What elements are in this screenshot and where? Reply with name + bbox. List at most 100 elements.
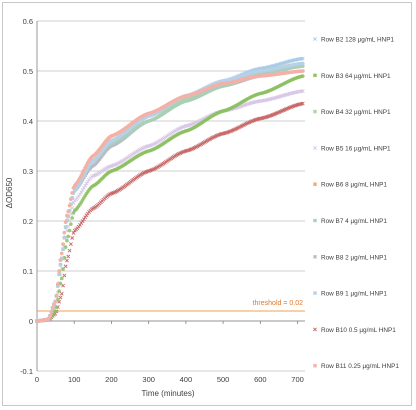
- legend-item: Row B9 1 µg/mL HNP1: [313, 291, 387, 298]
- data-point: [63, 220, 68, 224]
- y-tick-label: 0.6: [23, 17, 33, 26]
- data-point: [52, 302, 56, 307]
- data-point: [67, 248, 72, 253]
- data-point: [96, 159, 100, 163]
- x-axis-title: Time (minutes): [141, 389, 194, 398]
- data-point: [59, 291, 64, 296]
- data-point: [300, 74, 305, 78]
- data-point: [300, 56, 305, 61]
- y-tick-label: 0: [29, 317, 33, 326]
- x-tick-label: 700: [291, 375, 304, 384]
- data-point: [66, 254, 71, 259]
- legend-item: Row B8 2 µg/mL HNP1: [313, 254, 387, 261]
- data-series: [35, 56, 305, 323]
- legend-label: Row B11 0.25 µg/mL HNP1: [321, 363, 399, 370]
- legend-label: Row B5 16 µg/mL HNP1: [321, 145, 391, 152]
- x-tick-label: 100: [68, 375, 81, 384]
- legend-item: Row B10 0.5 µg/mL HNP1: [313, 327, 396, 334]
- data-point: [300, 89, 305, 93]
- data-point: [62, 230, 67, 235]
- legend-marker: [313, 327, 317, 332]
- y-tick-label: 0.4: [23, 117, 33, 126]
- data-point: [70, 216, 74, 220]
- data-point: [65, 238, 69, 243]
- chart: -0.100.10.20.30.40.50.60 100 200 300 400 500 6…: [5, 17, 399, 398]
- legend-label: Row B7 4 µg/mL HNP1: [321, 218, 387, 225]
- legend-marker-cross: [313, 109, 317, 114]
- legend-item: Row B5 16 µg/mL HNP1: [313, 145, 391, 152]
- data-point: [300, 69, 305, 73]
- legend-marker-cross: [313, 291, 317, 296]
- data-point: [69, 197, 73, 201]
- data-point: [58, 295, 63, 300]
- data-point: [59, 276, 64, 281]
- data-point: [61, 242, 65, 246]
- data-point: [61, 247, 65, 251]
- legend-label: Row B8 2 µg/mL HNP1: [321, 254, 387, 261]
- data-point: [50, 306, 55, 310]
- data-point: [66, 234, 71, 239]
- legend-item: Row B6 8 µg/mL HNP1: [313, 182, 387, 189]
- data-point: [61, 267, 65, 271]
- legend-label: Row B10 0.5 µg/mL HNP1: [321, 327, 396, 334]
- data-point: [84, 181, 89, 186]
- data-point: [103, 151, 107, 155]
- data-point: [65, 228, 69, 233]
- legend-marker-cross: [313, 73, 317, 78]
- series-2: [35, 74, 305, 323]
- data-point: [70, 191, 74, 195]
- data-point: [68, 242, 73, 247]
- y-tick-label: 0.2: [23, 217, 33, 226]
- data-point: [63, 264, 68, 269]
- data-point: [299, 56, 304, 61]
- x-tick-label: 400: [180, 375, 193, 384]
- data-point: [57, 269, 61, 273]
- data-point: [70, 235, 75, 240]
- x-tick-label: 0: [35, 375, 39, 384]
- legend-item: Row B7 4 µg/mL HNP1: [313, 218, 387, 225]
- threshold-label: threshold = 0.02: [253, 300, 304, 307]
- data-point: [59, 251, 64, 256]
- chart-frame: -0.1 0 0.1 0.2 0.3 0.4 0.5 0.6 0 100 200 300 400 500 6…: [2, 2, 412, 406]
- data-point: [300, 101, 305, 106]
- data-point: [300, 61, 305, 66]
- x-tick-label: 200: [105, 375, 118, 384]
- data-point: [54, 305, 59, 310]
- data-point: [62, 273, 67, 278]
- data-point: [79, 190, 84, 195]
- axes: -0.100.10.20.30.40.50.60 100 200 300 400 500 6…: [20, 17, 305, 384]
- series-9: [35, 101, 305, 323]
- legend-marker-cross: [313, 254, 317, 259]
- data-point: [63, 225, 68, 229]
- data-point: [56, 297, 60, 302]
- legend-item: Row B2 128 µg/mL HNP1: [313, 37, 395, 44]
- data-point: [101, 152, 105, 156]
- data-point: [62, 235, 67, 240]
- data-point: [99, 156, 103, 160]
- data-point: [78, 192, 82, 197]
- series-4: [35, 89, 305, 323]
- x-tick-label: 600: [254, 375, 267, 384]
- data-point: [49, 310, 54, 314]
- data-point: [58, 258, 63, 262]
- y-axis-title: ΔOD650: [5, 177, 14, 208]
- data-point: [80, 219, 85, 224]
- data-point: [48, 313, 52, 318]
- data-point: [57, 272, 61, 277]
- legend-marker: [313, 37, 317, 41]
- y-tick-label: 0.5: [23, 67, 33, 76]
- data-point: [67, 228, 72, 233]
- data-point: [83, 183, 88, 188]
- data-point: [81, 185, 86, 190]
- x-tick-label: 300: [142, 375, 155, 384]
- legend-marker-cross: [313, 363, 317, 368]
- threshold: threshold = 0.02: [37, 300, 305, 312]
- y-tick-label: 0.3: [23, 167, 33, 176]
- data-point: [67, 203, 72, 208]
- data-point: [46, 316, 51, 321]
- data-point: [299, 89, 304, 94]
- data-point: [56, 282, 60, 286]
- data-point: [81, 217, 86, 222]
- series-10: [35, 69, 305, 323]
- data-point: [69, 222, 73, 226]
